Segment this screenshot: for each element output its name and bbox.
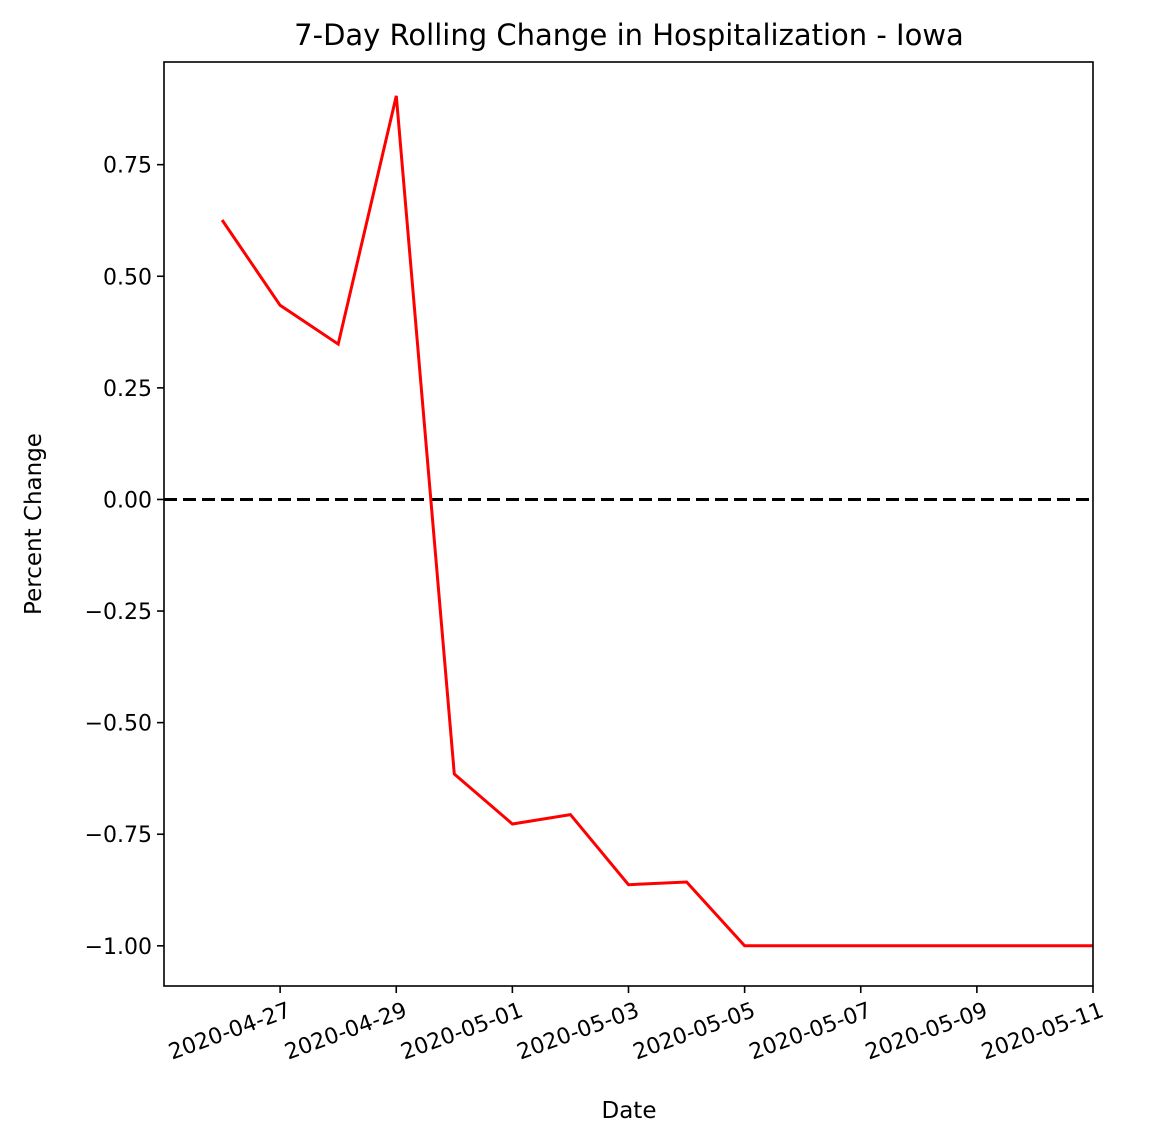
x-tick-label: 2020-04-27 bbox=[165, 998, 294, 1065]
plot-frame bbox=[163, 61, 1094, 987]
y-tick-label: −0.25 bbox=[85, 600, 152, 625]
y-tick-label: −0.75 bbox=[85, 823, 152, 848]
y-tick-label: 0.50 bbox=[103, 265, 152, 290]
x-axis-label: Date bbox=[602, 1098, 657, 1124]
x-tick-label: 2020-05-09 bbox=[862, 998, 991, 1065]
chart-title: 7-Day Rolling Change in Hospitalization … bbox=[294, 18, 964, 52]
y-tick-label: 0.75 bbox=[103, 154, 152, 179]
plot-area: 0.75 0.50 0.25 0.00 −0.25 −0.50 −0.75 −1.00 2020… bbox=[85, 61, 1107, 1065]
x-tick-label: 2020-05-05 bbox=[630, 998, 759, 1065]
y-tick-label: 0.25 bbox=[103, 377, 152, 402]
y-axis-label: Percent Change bbox=[21, 433, 47, 615]
y-tick-label: 0.00 bbox=[103, 488, 152, 513]
y-tick-label: −0.50 bbox=[85, 712, 152, 737]
x-tick-label: 2020-05-07 bbox=[746, 998, 875, 1065]
y-tick-label: −1.00 bbox=[85, 935, 152, 960]
x-tick-label: 2020-04-29 bbox=[282, 998, 411, 1065]
x-tick-label: 2020-05-11 bbox=[978, 998, 1107, 1065]
x-tick-label: 2020-05-03 bbox=[514, 998, 643, 1065]
x-tick-label: 2020-05-01 bbox=[398, 998, 527, 1065]
series-line bbox=[220, 95, 1093, 948]
